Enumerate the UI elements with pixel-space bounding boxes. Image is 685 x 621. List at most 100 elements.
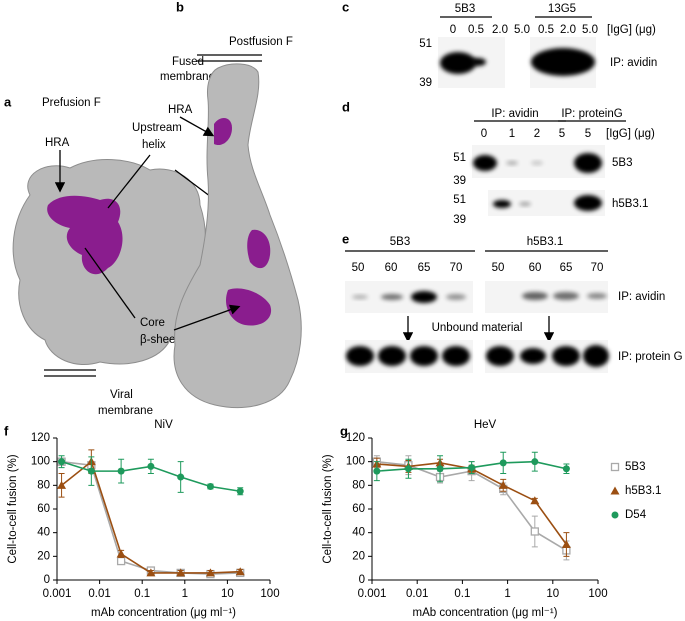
band [411,291,437,303]
annotation: Upstream [132,122,182,134]
annotation: Viral [110,389,133,401]
band [442,346,470,366]
band [440,52,476,74]
x-tick-label: 10 [221,588,234,600]
lane-label: 60 [529,262,542,274]
chart-title: NiV [154,419,173,431]
band [552,346,580,366]
y-tick-label: 60 [352,503,365,515]
panel-letter: d [342,99,350,114]
data-point [206,483,214,491]
annotation: Unbound material [432,322,523,334]
purple-region [247,229,271,269]
data-point [373,467,381,475]
lane-label: 5 [585,128,591,140]
band [352,295,368,299]
annotation: Fused [172,56,204,68]
data-point [236,487,244,495]
lane-label: 70 [591,262,604,274]
band [470,58,486,66]
mw-label: 51 [419,38,432,50]
annotation: membranes [160,71,221,83]
data-point [205,568,215,577]
y-tick-label: 0 [44,574,50,586]
y-tick-label: 40 [37,527,50,539]
arrow [107,154,151,209]
conc-label: [IgG] (μg) [606,128,655,140]
data-point [498,480,508,489]
lane-label: 65 [418,262,431,274]
data-point [531,458,539,466]
data-point [436,465,444,473]
band [506,161,518,165]
lane-label: 50 [352,262,365,274]
y-tick-label: 120 [346,432,365,444]
mw-label: 51 [453,152,466,164]
lane-label: 1 [509,128,515,140]
protein-structure [173,63,302,408]
ip-label: IP: avidin [618,291,665,303]
ip-label: IP: protein G [618,351,683,363]
y-axis-label: Cell-to-cell fusion (%) [7,454,19,563]
x-tick-label: 0.001 [43,588,72,600]
x-axis-label: mAb concentration (μg ml⁻¹) [413,607,558,619]
group-label: 5B3 [455,3,475,15]
group-label: IP: proteinG [561,108,622,120]
data-point [561,540,571,548]
data-point [562,465,570,473]
lane-label: 5.0 [514,24,530,36]
band [378,346,406,366]
data-point [176,568,186,577]
band [446,294,466,300]
panel-title: Postfusion F [229,36,293,48]
panel-letter: c [342,0,349,14]
data-point [117,467,125,475]
x-tick-label: 100 [260,588,279,600]
x-tick-label: 1 [182,588,188,600]
annotation: Core [140,317,165,329]
legend-label: D54 [625,509,647,521]
x-tick-label: 0.01 [406,588,428,600]
band [381,294,403,300]
annotation: helix [142,139,166,151]
band [574,153,602,173]
annotation: membrane [98,405,153,417]
legend-marker [611,511,619,519]
x-tick-label: 0.1 [134,588,150,600]
group-label: h5B3.1 [527,236,563,248]
data-point [530,496,540,505]
band [553,292,579,300]
band [574,195,602,211]
y-tick-label: 0 [359,574,365,586]
band [346,346,374,366]
mw-label: 39 [453,175,466,187]
y-tick-label: 80 [37,479,50,491]
y-tick-label: 100 [31,456,50,468]
y-tick-label: 40 [352,527,365,539]
band [473,155,497,171]
series-line [61,460,241,575]
panel-letter: e [342,231,349,246]
band [587,293,607,299]
panel-letter: f [4,423,9,438]
group-label: 13G5 [548,3,576,15]
data-point [87,467,95,475]
y-tick-label: 20 [352,550,365,562]
band [522,292,548,300]
x-axis-label: mAb concentration (μg ml⁻¹) [91,607,236,619]
y-tick-label: 80 [352,479,365,491]
panel-letter: a [4,94,12,109]
mw-label: 51 [453,194,466,206]
panel-title: Prefusion F [42,97,101,109]
annotation: HRA [45,137,70,149]
series-line [61,460,241,574]
annotation: β-sheet [140,334,179,346]
y-tick-label: 120 [31,432,50,444]
mw-label: 39 [419,77,432,89]
lane-label: 2.0 [492,24,508,36]
x-tick-label: 0.001 [358,588,387,600]
data-point [499,459,507,467]
lane-label: 0.5 [538,24,554,36]
data-point [146,568,156,577]
band [493,200,511,208]
